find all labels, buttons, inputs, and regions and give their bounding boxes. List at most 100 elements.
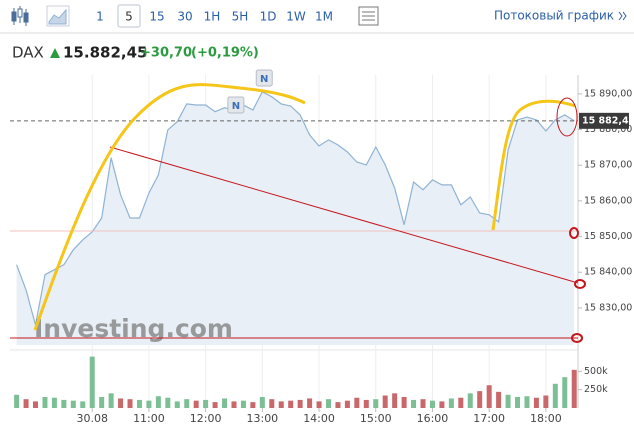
volume-bar [543,395,549,408]
volume-bar [269,399,275,408]
volume-bar [382,395,388,408]
y-tick-label: 15 860,00 [584,195,632,206]
volume-bar [524,396,530,408]
volume-bar [108,393,114,408]
highlight-curve [33,83,306,331]
news-marker[interactable] [255,69,273,87]
volume-bar [14,394,20,408]
volume-bar [307,398,313,408]
volume-bar [288,400,294,408]
volume-bar [165,397,171,408]
y-tick-label: 15 880,00 [584,124,632,135]
price-line [16,90,575,326]
watermark: Investing.com [34,314,233,343]
y-tick-label: 15 830,00 [584,302,632,313]
volume-bar [297,399,303,408]
volume-bar [184,399,190,408]
interval-button[interactable]: 30 [177,10,192,24]
active-interval-box [117,4,141,28]
volume-bar [392,393,398,408]
volume-y-tick-label: 250k [584,384,608,395]
volume-bar [335,402,341,408]
chevron[interactable] [618,11,627,21]
x-tick-label: 15:00 [360,412,392,425]
price: 15.882,45 [63,44,147,62]
volume-bar [562,377,568,408]
news-marker-label[interactable]: N [232,101,240,112]
volume-bar [325,399,331,408]
volume-bar [363,399,369,408]
volume-bar [429,400,435,408]
symbol: DAX [12,44,44,62]
volume-bar [222,398,228,408]
volume-bar [448,398,454,408]
volume-bar [411,399,417,408]
x-tick-label: 16:00 [417,412,449,425]
x-tick-label: 11:00 [133,412,165,425]
interval-button[interactable]: 5H [232,10,249,24]
volume-bar [240,400,246,408]
volume-bar [458,397,464,408]
volume-bar [231,401,237,408]
news-marker-label[interactable]: N [260,74,268,85]
interval-button[interactable]: 15 [149,10,164,24]
volume-bar [401,396,407,408]
up-arrow [50,48,60,58]
volume-bar [486,385,492,408]
x-tick-label: 12:00 [190,412,222,425]
volume-bar [259,396,265,408]
volume-bar [89,356,95,408]
circle-mark [571,333,583,343]
volume-bar [212,402,218,408]
y-tick-label: 15 840,00 [584,267,632,278]
volume-bar [250,402,256,408]
volume-bar [515,396,521,408]
volume-bar [477,391,483,408]
volume-bar [496,391,502,408]
interval-button[interactable]: 5 [125,10,133,24]
volume-bar [136,399,142,408]
circle-mark [569,227,579,239]
interval-button[interactable]: 1M [315,10,333,24]
volume-bar [70,400,76,408]
candle-icon[interactable] [11,6,29,26]
x-tick-label: 13:00 [246,412,278,425]
circle-mark [556,97,578,137]
volume-bar [439,401,445,408]
volume-bar [344,400,350,408]
y-tick-label: 15 890,00 [584,88,632,99]
volume-bar [42,396,48,408]
interval-button[interactable]: 1 [96,10,104,24]
highlight-curve [491,99,576,231]
volume-bar [505,394,511,408]
x-tick-label: 30.08 [76,412,108,425]
interval-button[interactable]: 1H [204,10,221,24]
interval-button[interactable]: 1D [260,10,277,24]
interval-button[interactable]: 1W [286,10,306,24]
x-tick-label: 14:00 [303,412,335,425]
volume-bar [61,399,67,408]
volume-bar [23,399,29,408]
stream-link[interactable]: Потоковый график [494,9,614,23]
volume-bar [533,397,539,408]
table-icon[interactable] [358,6,379,26]
volume-bar [373,399,379,408]
current-price-box [579,112,629,129]
y-tick-label: 15 870,00 [584,160,632,171]
volume-bar [80,401,86,408]
volume-bar [278,401,284,408]
change-pct: (+0,19%) [191,46,259,61]
area-icon[interactable] [46,5,70,27]
volume-bar [99,396,105,408]
volume-bar [420,399,426,408]
volume-bar [118,398,124,408]
volume-bar [354,397,360,408]
volume-bar [316,401,322,408]
x-tick-label: 18:00 [530,412,562,425]
news-marker[interactable] [227,96,245,114]
volume-bar [33,401,39,408]
circle-mark [574,279,586,289]
volume-bar [146,400,152,408]
